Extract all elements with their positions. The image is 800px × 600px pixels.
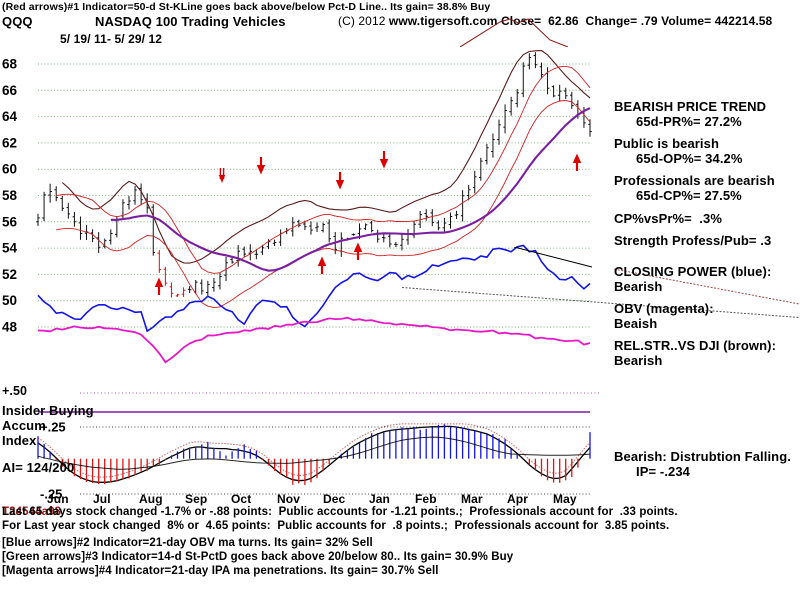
svg-text:64: 64 xyxy=(2,109,18,124)
svg-text:62: 62 xyxy=(2,135,17,150)
svg-text:68: 68 xyxy=(2,57,18,72)
svg-text:66: 66 xyxy=(2,83,18,98)
svg-text:56: 56 xyxy=(2,214,18,229)
svg-text:50: 50 xyxy=(2,293,17,308)
svg-text:52: 52 xyxy=(2,267,17,282)
svg-text:54: 54 xyxy=(2,241,18,256)
svg-text:58: 58 xyxy=(2,188,18,203)
svg-text:60: 60 xyxy=(2,162,17,177)
svg-text:48: 48 xyxy=(2,320,18,335)
